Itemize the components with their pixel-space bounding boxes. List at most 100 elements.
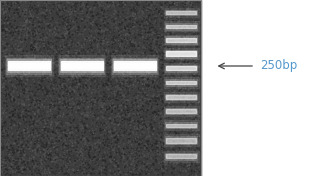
Point bbox=[78, 4, 83, 7]
Point bbox=[172, 95, 177, 98]
Point bbox=[105, 129, 110, 132]
Point bbox=[184, 76, 189, 79]
Bar bbox=[165, 65, 197, 72]
Point bbox=[103, 129, 108, 132]
Point bbox=[159, 83, 164, 86]
Point bbox=[143, 31, 148, 34]
Point bbox=[51, 57, 56, 60]
Point bbox=[21, 80, 26, 83]
Point bbox=[0, 26, 3, 29]
Point bbox=[121, 92, 126, 95]
Point bbox=[53, 142, 58, 145]
Point bbox=[95, 103, 100, 106]
Point bbox=[41, 136, 46, 139]
Point bbox=[52, 118, 57, 121]
Point bbox=[85, 63, 90, 66]
Point bbox=[138, 31, 143, 34]
Point bbox=[135, 119, 140, 122]
Point bbox=[142, 83, 147, 86]
Point bbox=[95, 125, 100, 128]
Point bbox=[133, 154, 138, 157]
Point bbox=[153, 155, 158, 157]
Point bbox=[74, 79, 79, 82]
Point bbox=[4, 37, 9, 40]
Point bbox=[184, 62, 189, 65]
Point bbox=[104, 25, 109, 28]
Point bbox=[135, 61, 140, 63]
Point bbox=[125, 47, 130, 50]
Point bbox=[146, 48, 151, 51]
Point bbox=[131, 98, 136, 101]
Point bbox=[148, 85, 153, 88]
Point bbox=[38, 77, 43, 80]
Point bbox=[139, 24, 144, 27]
Point bbox=[193, 20, 198, 22]
Point bbox=[30, 5, 35, 8]
Point bbox=[46, 17, 51, 20]
Point bbox=[12, 28, 17, 31]
Point bbox=[150, 113, 155, 116]
Point bbox=[29, 144, 34, 147]
Point bbox=[146, 60, 151, 62]
Point bbox=[0, 123, 3, 126]
Point bbox=[195, 66, 200, 69]
Point bbox=[66, 4, 71, 7]
Point bbox=[11, 143, 16, 146]
Point bbox=[39, 6, 44, 9]
Point bbox=[120, 66, 125, 69]
Point bbox=[69, 39, 74, 41]
Point bbox=[109, 147, 114, 150]
Point bbox=[150, 88, 155, 91]
Point bbox=[146, 129, 151, 132]
Point bbox=[136, 101, 141, 104]
Point bbox=[62, 4, 67, 6]
Point bbox=[0, 142, 4, 145]
Point bbox=[161, 37, 166, 39]
Point bbox=[102, 158, 107, 161]
Point bbox=[49, 170, 54, 173]
Point bbox=[119, 91, 124, 94]
Point bbox=[90, 98, 95, 100]
Point bbox=[145, 94, 150, 97]
Point bbox=[121, 1, 126, 4]
Point bbox=[24, 10, 29, 12]
Point bbox=[168, 56, 173, 59]
Point bbox=[92, 155, 97, 158]
Point bbox=[0, 26, 4, 29]
Point bbox=[136, 127, 141, 130]
Point bbox=[31, 4, 36, 7]
Point bbox=[7, 8, 12, 11]
Point bbox=[133, 10, 138, 13]
Point bbox=[35, 88, 40, 91]
Point bbox=[84, 7, 89, 10]
Point bbox=[168, 63, 173, 66]
Point bbox=[18, 14, 23, 17]
Point bbox=[163, 148, 168, 151]
Point bbox=[38, 59, 43, 62]
Point bbox=[142, 26, 147, 29]
Point bbox=[70, 141, 75, 144]
Point bbox=[91, 87, 96, 90]
Point bbox=[189, 170, 194, 173]
Point bbox=[91, 140, 95, 143]
Point bbox=[21, 115, 26, 118]
Point bbox=[113, 7, 118, 10]
Point bbox=[16, 130, 21, 133]
Point bbox=[154, 144, 159, 147]
Point bbox=[10, 80, 15, 83]
Point bbox=[4, 64, 9, 66]
Point bbox=[11, 64, 16, 67]
Point bbox=[169, 114, 174, 117]
Point bbox=[11, 170, 16, 173]
Point bbox=[59, 46, 64, 49]
Point bbox=[132, 33, 137, 35]
Point bbox=[20, 73, 25, 76]
Point bbox=[48, 108, 53, 111]
Point bbox=[169, 87, 174, 90]
Point bbox=[163, 0, 168, 2]
Point bbox=[106, 67, 111, 70]
Point bbox=[127, 92, 132, 94]
Point bbox=[19, 41, 24, 44]
Point bbox=[40, 14, 45, 17]
Point bbox=[4, 117, 9, 119]
